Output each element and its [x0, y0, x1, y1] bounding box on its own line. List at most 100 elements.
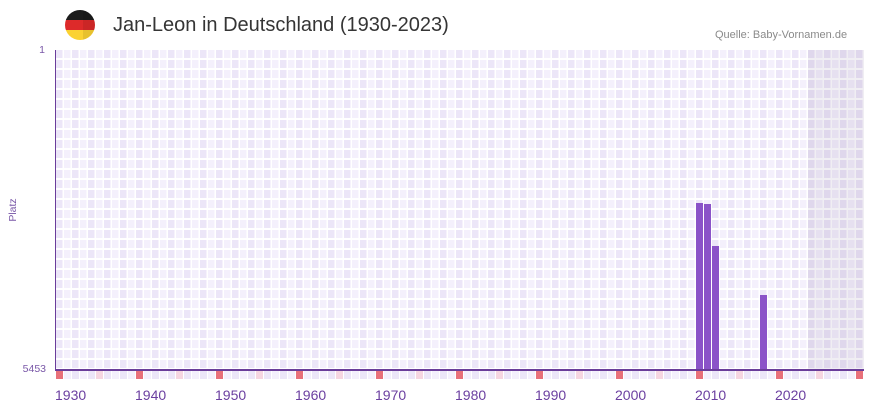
year-marker [640, 371, 647, 379]
bar-2010[interactable] [696, 203, 703, 370]
bar-2011[interactable] [704, 204, 711, 370]
year-marker [128, 371, 135, 379]
year-marker [192, 371, 199, 379]
decade-marker [456, 371, 463, 379]
y-axis-top-label: 1 [39, 44, 45, 56]
year-marker [488, 371, 495, 379]
half-decade-marker [816, 371, 823, 379]
decade-marker [696, 371, 703, 379]
year-marker [64, 371, 71, 379]
year-marker [832, 371, 839, 379]
year-marker [200, 371, 207, 379]
year-marker [272, 371, 279, 379]
x-tick-label: 2020 [775, 387, 807, 403]
y-axis-line [54, 50, 56, 371]
half-decade-marker [736, 371, 743, 379]
year-marker [680, 371, 687, 379]
bar-2018[interactable] [760, 295, 767, 370]
x-tick-label: 1930 [55, 387, 87, 403]
year-marker [584, 371, 591, 379]
x-tick-label: 1940 [135, 387, 167, 403]
year-marker [552, 371, 559, 379]
decade-marker [376, 371, 383, 379]
year-marker [168, 371, 175, 379]
year-marker [808, 371, 815, 379]
chart-title: Jan-Leon in Deutschland (1930-2023) [113, 14, 449, 36]
year-marker [800, 371, 807, 379]
decade-marker [136, 371, 143, 379]
year-marker [720, 371, 727, 379]
x-axis-baseline [55, 369, 864, 371]
year-marker [648, 371, 655, 379]
year-marker [600, 371, 607, 379]
year-marker [432, 371, 439, 379]
year-marker [440, 371, 447, 379]
year-marker [568, 371, 575, 379]
year-marker [784, 371, 791, 379]
y-axis-title: Platz [7, 198, 19, 222]
year-marker [848, 371, 855, 379]
year-marker [120, 371, 127, 379]
x-tick-label: 1960 [295, 387, 327, 403]
year-marker [328, 371, 335, 379]
year-marker [400, 371, 407, 379]
year-marker [104, 371, 111, 379]
year-marker [728, 371, 735, 379]
year-marker [760, 371, 767, 379]
x-tick-label: 2000 [615, 387, 647, 403]
decade-marker [856, 371, 863, 379]
year-marker [480, 371, 487, 379]
decade-marker [216, 371, 223, 379]
year-marker [704, 371, 711, 379]
year-marker [224, 371, 231, 379]
year-marker [240, 371, 247, 379]
x-tick-label: 1970 [375, 387, 407, 403]
year-marker [384, 371, 391, 379]
year-marker [264, 371, 271, 379]
half-decade-marker [176, 371, 183, 379]
year-marker [88, 371, 95, 379]
x-tick-label: 1950 [215, 387, 247, 403]
year-marker [464, 371, 471, 379]
year-marker [152, 371, 159, 379]
year-marker [304, 371, 311, 379]
year-marker [448, 371, 455, 379]
year-marker [368, 371, 375, 379]
source-credit: Quelle: Baby-Vornamen.de [715, 29, 848, 41]
year-marker [560, 371, 567, 379]
year-marker [312, 371, 319, 379]
year-marker [144, 371, 151, 379]
year-marker [472, 371, 479, 379]
year-marker [624, 371, 631, 379]
year-marker [512, 371, 519, 379]
year-marker [232, 371, 239, 379]
half-decade-marker [496, 371, 503, 379]
future-years-shading [808, 50, 864, 370]
year-marker [184, 371, 191, 379]
year-marker [840, 371, 847, 379]
year-marker [520, 371, 527, 379]
year-marker-row [56, 371, 864, 379]
half-decade-marker [96, 371, 103, 379]
year-marker [408, 371, 415, 379]
year-marker [608, 371, 615, 379]
year-marker [504, 371, 511, 379]
half-decade-marker [576, 371, 583, 379]
year-marker [72, 371, 79, 379]
year-marker [672, 371, 679, 379]
year-marker [592, 371, 599, 379]
year-marker [768, 371, 775, 379]
year-marker [632, 371, 639, 379]
year-marker [208, 371, 215, 379]
half-decade-marker [416, 371, 423, 379]
x-tick-label: 1990 [535, 387, 567, 403]
year-marker [712, 371, 719, 379]
year-marker [160, 371, 167, 379]
year-marker [248, 371, 255, 379]
year-marker [424, 371, 431, 379]
year-marker [280, 371, 287, 379]
half-decade-marker [336, 371, 343, 379]
year-marker [360, 371, 367, 379]
bar-2012[interactable] [712, 245, 719, 370]
year-marker [824, 371, 831, 379]
